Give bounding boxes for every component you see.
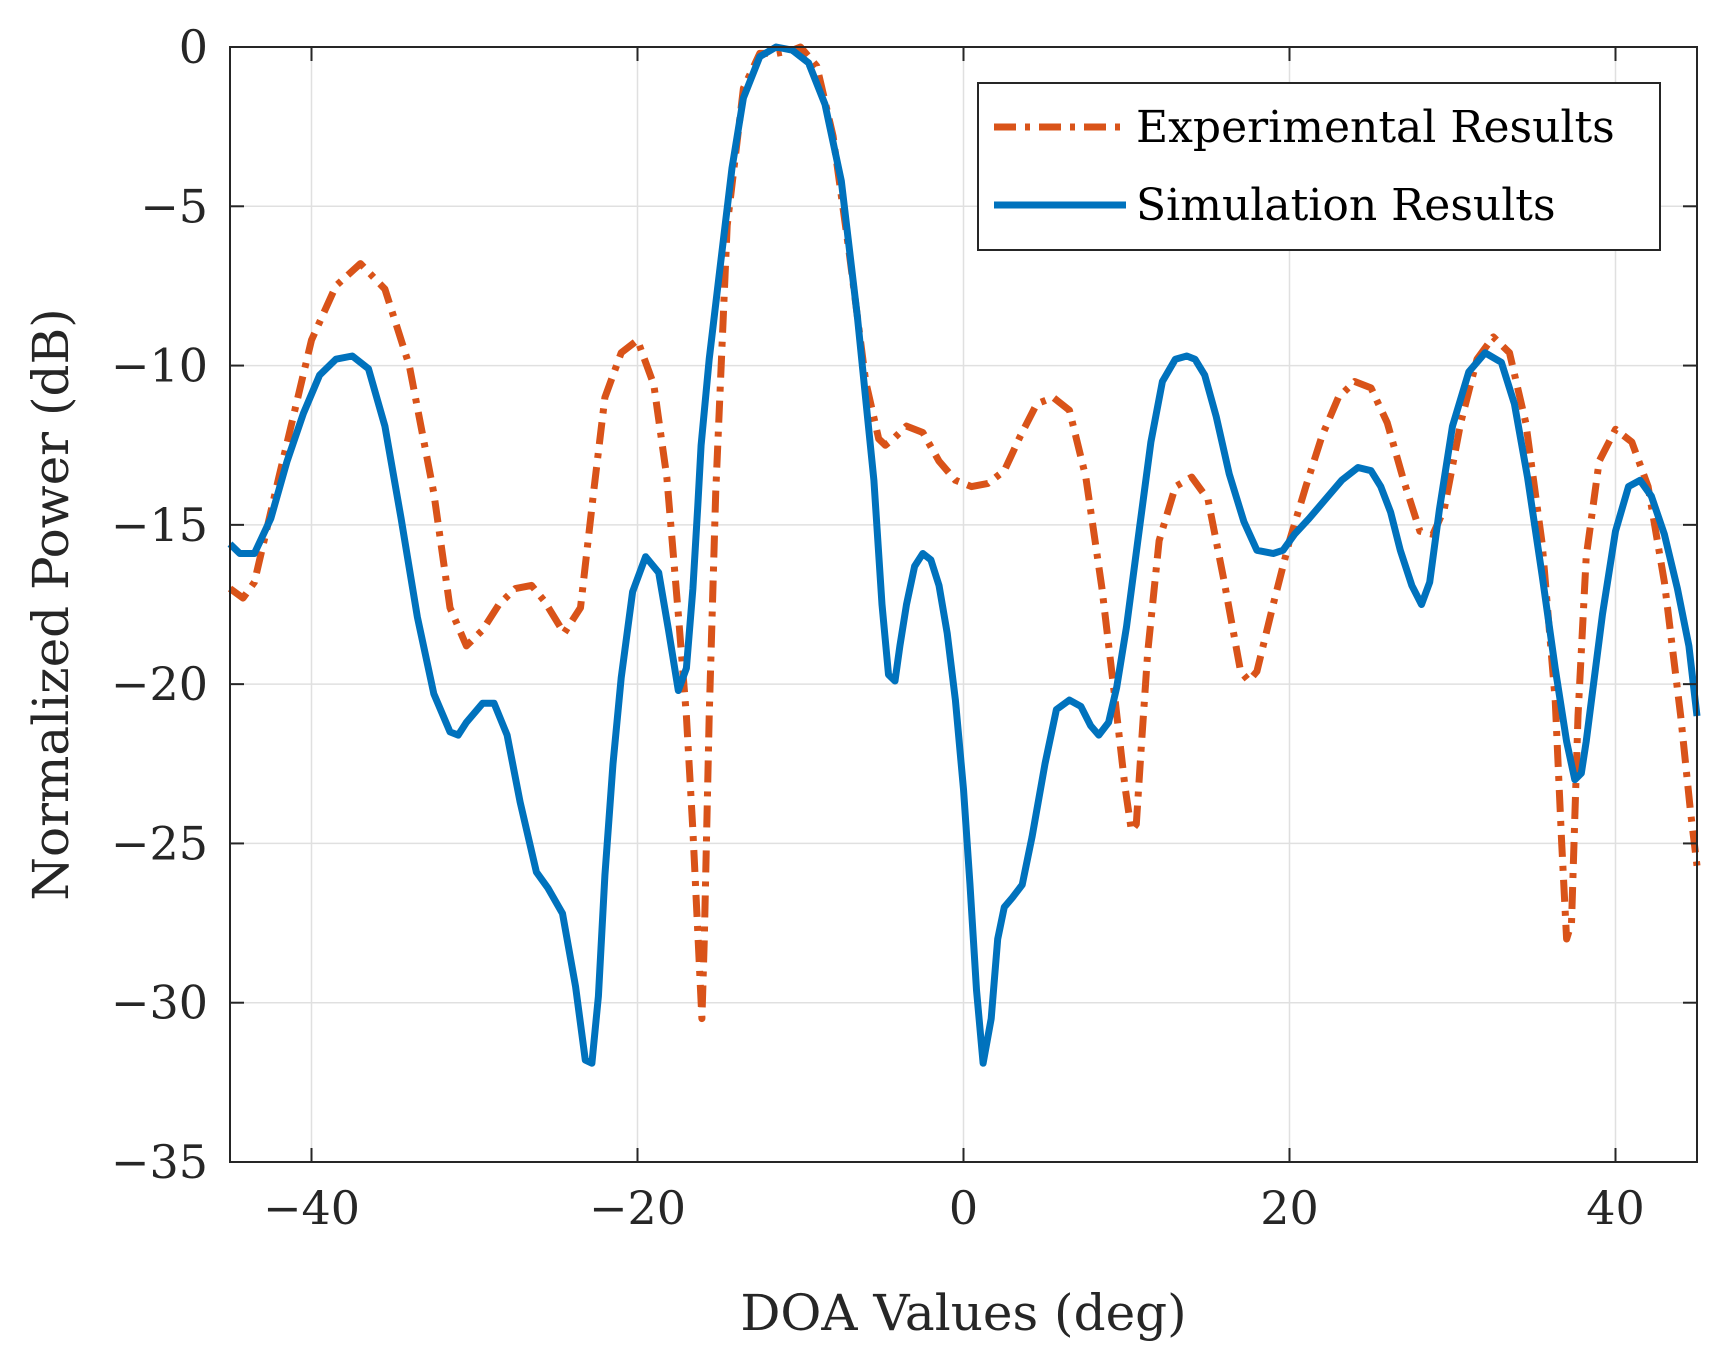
y-axis-label: Normalized Power (dB)	[22, 308, 80, 900]
y-tick-label: 0	[179, 20, 208, 74]
y-tick-label: −25	[111, 816, 208, 870]
legend-box	[977, 82, 1661, 251]
legend-label-simulation: Simulation Results	[1136, 180, 1556, 231]
plot-series	[227, 43, 1701, 1067]
x-tick-label: 0	[949, 1181, 978, 1235]
legend-label-experimental: Experimental Results	[1136, 102, 1615, 153]
x-tick-label: −20	[589, 1181, 686, 1235]
legend: Experimental Results Simulation Results	[977, 82, 1661, 251]
ticks	[230, 46, 1697, 1163]
y-tick-label: −10	[111, 339, 208, 393]
y-tick-label: −15	[111, 498, 208, 552]
x-tick-labels: −40 −20 0 20 40	[263, 1181, 1645, 1235]
x-tick-label: 20	[1260, 1181, 1319, 1235]
y-tick-labels: 0 −5 −10 −15 −20 −25 −30 −35	[111, 20, 208, 1189]
y-tick-label: −20	[111, 657, 208, 711]
x-tick-label: −40	[263, 1181, 360, 1235]
y-tick-label: −30	[111, 976, 208, 1030]
y-tick-label: −5	[140, 179, 208, 233]
y-tick-label: −35	[111, 1135, 208, 1189]
series-line-simulation	[227, 43, 1701, 1067]
x-axis-label: DOA Values (deg)	[740, 1284, 1186, 1342]
x-tick-label: 40	[1586, 1181, 1645, 1235]
